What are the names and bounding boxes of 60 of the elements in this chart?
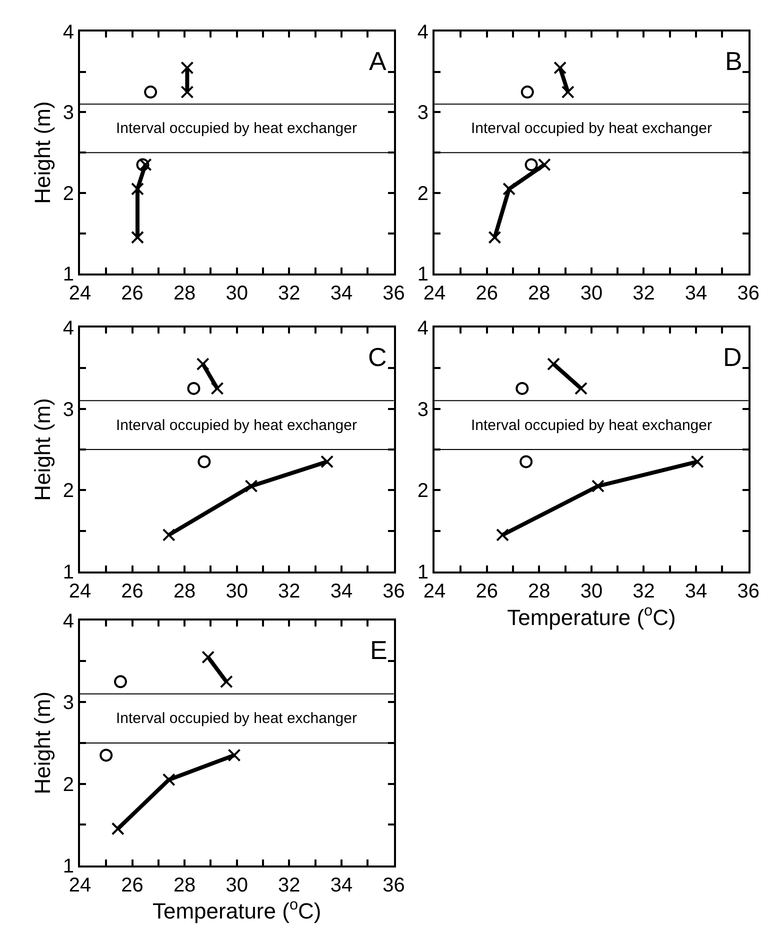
y-tick-label: 4 <box>62 21 74 44</box>
x-tick-label: 36 <box>382 874 405 897</box>
x-tick-label: 30 <box>226 580 248 603</box>
x-tick-label: 34 <box>330 282 353 305</box>
x-axis-title: Temperature ($^{o}$C) <box>507 602 676 630</box>
y-axis-title: Height (m) <box>30 398 56 501</box>
y-tick-label: 2 <box>62 480 74 502</box>
x-tick-label: 28 <box>528 580 550 603</box>
y-tick-label: 4 <box>417 21 429 44</box>
x-tick-label: 32 <box>632 282 655 305</box>
x-tick-label: 36 <box>737 580 760 603</box>
annotation: Interval occupied by heat exchanger <box>116 417 357 434</box>
y-tick-label: 4 <box>417 317 429 340</box>
x-tick-label: 34 <box>684 282 708 305</box>
y-tick-label: 3 <box>62 398 74 421</box>
annotation: Interval occupied by heat exchanger <box>116 120 357 137</box>
x-tick-label: 26 <box>476 580 498 603</box>
x-tick-label: 26 <box>476 282 498 305</box>
y-tick-label: 2 <box>417 480 429 502</box>
x-tick-label: 36 <box>737 282 760 305</box>
x-tick-label: 28 <box>528 282 550 305</box>
y-tick-label: 3 <box>417 102 429 124</box>
y-tick-label: 3 <box>62 102 74 124</box>
annotation: Interval occupied by heat exchanger <box>116 710 357 727</box>
annotation: Interval occupied by heat exchanger <box>471 417 712 434</box>
x-tick-label: 26 <box>121 580 144 603</box>
y-tick-label: 3 <box>62 692 74 714</box>
x-tick-label: 32 <box>278 282 300 305</box>
text: E <box>370 635 388 665</box>
annotation: Interval occupied by heat exchanger <box>471 120 712 137</box>
y-tick-label: 4 <box>62 610 74 632</box>
text: B <box>725 46 742 76</box>
x-tick-label: 30 <box>580 580 603 603</box>
x-tick-label: 34 <box>330 580 353 603</box>
y-axis-title: Height (m) <box>30 101 56 204</box>
x-tick-label: 30 <box>226 282 248 305</box>
y-tick-label: 2 <box>417 182 429 205</box>
x-tick-label: 26 <box>121 282 144 305</box>
x-tick-label: 28 <box>173 874 196 897</box>
x-tick-label: 32 <box>278 874 300 897</box>
y-tick-label: 2 <box>62 774 74 796</box>
y-tick-label: 3 <box>417 398 429 421</box>
y-tick-label: 2 <box>62 182 74 205</box>
x-axis-title: Temperature ($^{o}$C) <box>152 896 322 924</box>
y-tick-label: 4 <box>62 317 74 340</box>
x-tick-label: 32 <box>632 580 655 603</box>
x-tick-label: 26 <box>121 874 144 897</box>
x-tick-label: 36 <box>382 282 405 305</box>
x-tick-label: 34 <box>330 874 353 897</box>
y-axis-title: Height (m) <box>30 692 56 794</box>
text: A <box>369 46 387 76</box>
text: C <box>368 342 387 372</box>
x-tick-label: 30 <box>580 282 603 305</box>
x-tick-label: 28 <box>173 580 196 603</box>
x-tick-label: 28 <box>173 282 196 305</box>
text: D <box>723 342 742 372</box>
x-tick-label: 36 <box>382 580 405 603</box>
x-tick-label: 30 <box>226 874 248 897</box>
x-tick-label: 32 <box>278 580 300 603</box>
x-tick-label: 34 <box>684 580 708 603</box>
